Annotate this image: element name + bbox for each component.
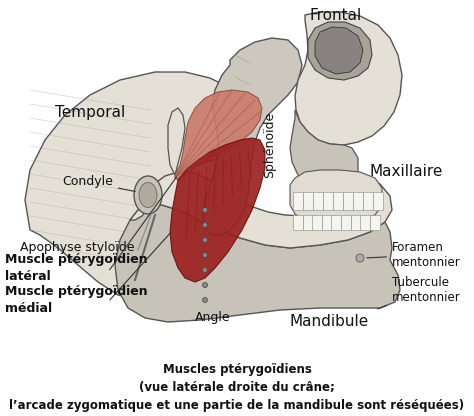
Polygon shape	[331, 215, 341, 230]
Polygon shape	[312, 215, 322, 230]
Polygon shape	[323, 192, 333, 210]
Polygon shape	[175, 90, 262, 180]
Polygon shape	[333, 192, 343, 210]
Text: Muscle ptérygoïdien
latéral: Muscle ptérygoïdien latéral	[5, 253, 147, 282]
Polygon shape	[373, 192, 383, 210]
Text: Foramen
mentonnier: Foramen mentonnier	[367, 241, 461, 269]
Polygon shape	[290, 110, 358, 190]
Polygon shape	[302, 215, 313, 230]
Polygon shape	[360, 215, 370, 230]
Polygon shape	[25, 72, 252, 300]
Polygon shape	[168, 108, 185, 175]
Text: Tubercule
mentonnier: Tubercule mentonnier	[378, 276, 461, 309]
Circle shape	[202, 253, 208, 258]
Polygon shape	[313, 192, 323, 210]
Polygon shape	[303, 192, 313, 210]
Polygon shape	[363, 192, 373, 210]
Polygon shape	[290, 170, 382, 222]
Circle shape	[202, 282, 208, 287]
Polygon shape	[351, 215, 361, 230]
Circle shape	[202, 223, 208, 228]
Polygon shape	[353, 192, 363, 210]
Polygon shape	[115, 205, 400, 322]
Polygon shape	[308, 22, 372, 80]
Text: Maxillaire: Maxillaire	[370, 164, 443, 179]
Text: Angle: Angle	[195, 312, 231, 324]
Circle shape	[202, 267, 208, 272]
Circle shape	[202, 208, 208, 213]
Polygon shape	[293, 192, 303, 210]
Polygon shape	[341, 215, 351, 230]
Polygon shape	[170, 138, 265, 282]
Polygon shape	[315, 27, 363, 74]
Text: Mandibule: Mandibule	[290, 314, 369, 329]
Polygon shape	[202, 38, 302, 235]
Circle shape	[202, 238, 208, 243]
Polygon shape	[293, 215, 303, 230]
Text: Sphénoïde: Sphénoïde	[264, 112, 276, 178]
Text: Condyle: Condyle	[62, 176, 135, 191]
Text: Apophyse styloïde: Apophyse styloïde	[20, 242, 142, 258]
Text: Frontal: Frontal	[310, 8, 362, 23]
Polygon shape	[130, 172, 392, 248]
Polygon shape	[295, 12, 402, 145]
Polygon shape	[343, 192, 353, 210]
Polygon shape	[370, 215, 380, 230]
Text: Temporal: Temporal	[55, 104, 125, 119]
Polygon shape	[322, 215, 332, 230]
Ellipse shape	[134, 176, 162, 214]
Circle shape	[202, 297, 208, 302]
Ellipse shape	[139, 183, 157, 208]
Text: Muscle ptérygoïdien
médial: Muscle ptérygoïdien médial	[5, 285, 147, 314]
Text: Muscles ptérygoïdiens
(vue latérale droite du crâne;
l’arcade zygomatique et une: Muscles ptérygoïdiens (vue latérale droi…	[9, 364, 465, 413]
Circle shape	[356, 254, 364, 262]
